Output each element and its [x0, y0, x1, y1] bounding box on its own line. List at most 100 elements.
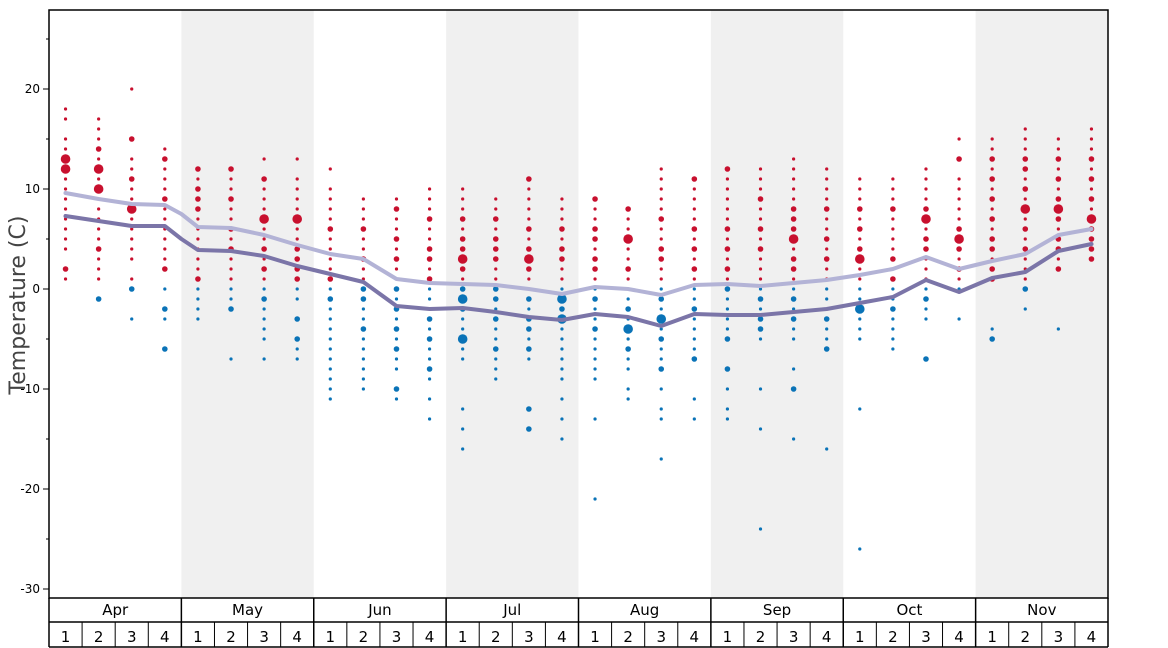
cold-point — [461, 317, 465, 321]
warm-point — [858, 177, 862, 181]
warm-point — [163, 257, 167, 261]
warm-point — [956, 226, 962, 232]
cold-point — [626, 387, 630, 391]
warm-point — [626, 227, 630, 231]
cold-point — [858, 287, 862, 291]
warm-point — [261, 266, 267, 272]
cold-point — [560, 357, 564, 361]
cold-point — [758, 307, 763, 311]
warm-point — [426, 216, 433, 222]
cold-point — [228, 306, 234, 312]
warm-point — [1088, 256, 1095, 262]
cold-point — [692, 287, 696, 291]
warm-point — [559, 226, 565, 232]
cold-point — [854, 304, 865, 314]
cold-point — [658, 366, 665, 372]
warm-point — [692, 197, 696, 201]
warm-point — [724, 246, 731, 252]
warm-point — [924, 197, 928, 201]
warm-point — [229, 217, 233, 221]
cold-point — [461, 447, 465, 451]
warm-point — [292, 214, 303, 224]
cold-point — [128, 286, 135, 292]
cold-point — [593, 377, 597, 381]
warm-point — [195, 186, 201, 192]
warm-point — [758, 277, 763, 281]
warm-point — [823, 256, 830, 262]
week-label: 4 — [690, 628, 700, 646]
warm-point — [592, 236, 598, 242]
week-label: 1 — [61, 628, 71, 646]
cold-point — [792, 337, 796, 341]
warm-point — [957, 177, 961, 181]
warm-point — [328, 257, 332, 261]
warm-point — [1023, 237, 1027, 241]
warm-point — [891, 247, 895, 251]
cold-point — [792, 437, 796, 441]
cold-point — [924, 317, 928, 321]
cold-point — [792, 327, 796, 331]
cold-point — [891, 347, 895, 351]
cold-point — [823, 346, 830, 352]
warm-point — [623, 234, 633, 244]
cold-point — [659, 417, 663, 421]
week-label: 3 — [1054, 628, 1064, 646]
warm-point — [262, 157, 266, 161]
week-label: 1 — [987, 628, 997, 646]
warm-point — [1086, 214, 1097, 224]
y-tick-label: -10 — [20, 382, 40, 396]
cold-point — [361, 357, 365, 361]
warm-point — [792, 187, 796, 191]
warm-point — [295, 177, 299, 181]
warm-point — [1089, 127, 1094, 131]
warm-point — [659, 207, 663, 211]
cold-point — [492, 296, 499, 302]
warm-point — [527, 217, 531, 221]
warm-point — [1020, 204, 1031, 214]
warm-point — [196, 217, 200, 221]
warm-point — [724, 226, 731, 232]
warm-point — [97, 127, 101, 131]
warm-point — [427, 227, 432, 231]
warm-point — [990, 147, 994, 151]
warm-point — [957, 187, 961, 191]
warm-point — [560, 197, 564, 201]
cold-point — [725, 417, 730, 421]
warm-point — [63, 237, 68, 241]
warm-point — [426, 256, 433, 262]
cold-point — [394, 317, 399, 321]
warm-point — [692, 257, 696, 261]
warm-point — [725, 257, 730, 261]
cold-point — [457, 294, 468, 304]
cold-point — [262, 287, 266, 291]
week-label: 4 — [557, 628, 567, 646]
cold-point — [461, 347, 465, 351]
warm-point — [492, 246, 499, 252]
y-axis: 20 10 0 -10 -20 -30 — [20, 38, 49, 596]
warm-point — [825, 177, 829, 181]
warm-point — [196, 257, 200, 261]
warm-point — [956, 156, 962, 162]
warm-point — [492, 256, 499, 262]
cold-point — [823, 316, 830, 322]
warm-point — [295, 187, 299, 191]
warm-point — [1056, 227, 1060, 231]
cold-point — [659, 347, 663, 351]
cold-point — [560, 367, 564, 371]
warm-point — [163, 207, 167, 211]
warm-point — [691, 246, 698, 252]
cold-point — [294, 336, 301, 342]
warm-point — [494, 277, 498, 281]
warm-point — [427, 197, 432, 201]
warm-point — [262, 227, 266, 231]
cold-point — [426, 336, 433, 342]
warm-point — [163, 247, 167, 251]
cold-point — [792, 307, 796, 311]
warm-point — [63, 177, 68, 181]
warm-point — [1053, 204, 1064, 214]
warm-point — [328, 217, 332, 221]
warm-point — [825, 227, 829, 231]
warm-point — [725, 207, 730, 211]
warm-point — [924, 227, 928, 231]
warm-point — [361, 207, 365, 211]
